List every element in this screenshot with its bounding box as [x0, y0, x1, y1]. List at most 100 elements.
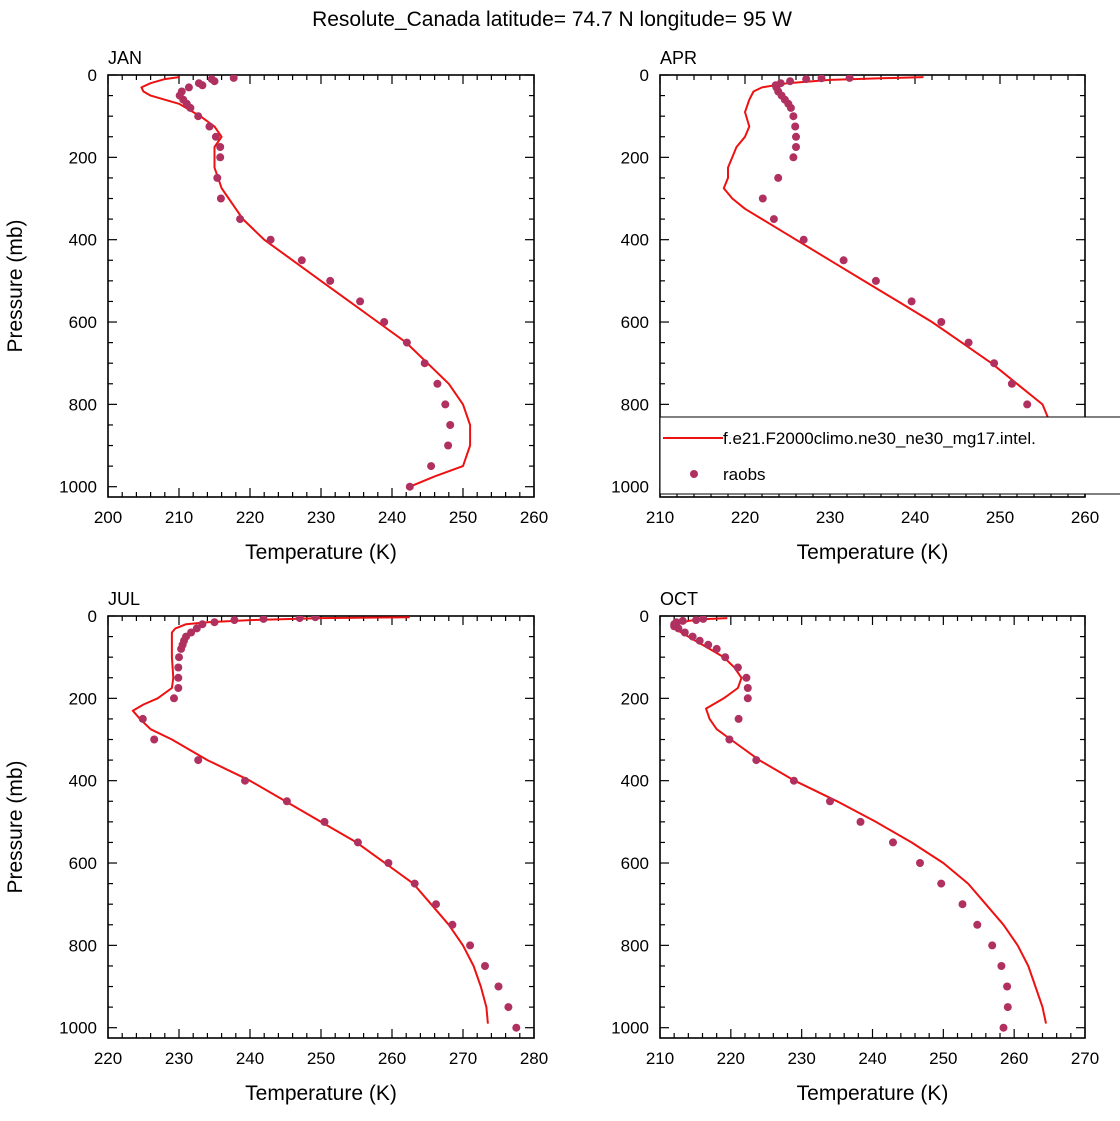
- x-tick-label: 210: [646, 508, 674, 527]
- plot-area: [131, 616, 521, 1032]
- raobs-point: [138, 714, 147, 723]
- raobs-point: [194, 112, 203, 121]
- y-tick-label: 0: [640, 607, 649, 626]
- x-tick-label: 220: [236, 508, 264, 527]
- x-tick-label: 240: [901, 508, 929, 527]
- raobs-point: [1003, 1003, 1012, 1012]
- raobs-point: [186, 103, 195, 112]
- x-tick-label: 260: [1000, 1049, 1028, 1068]
- raobs-point: [688, 632, 697, 641]
- raobs-point: [1003, 982, 1012, 991]
- raobs-point: [743, 684, 752, 692]
- raobs-point: [789, 153, 798, 162]
- raobs-point: [839, 256, 848, 265]
- raobs-point: [326, 276, 335, 285]
- raobs-point: [236, 215, 245, 224]
- y-tick-label: 0: [88, 607, 97, 626]
- x-tick-label: 260: [520, 508, 548, 527]
- raobs-point: [402, 338, 411, 347]
- raobs-point: [311, 616, 320, 622]
- raobs-point: [427, 462, 436, 471]
- raobs-point: [380, 318, 389, 326]
- raobs-point: [353, 838, 362, 847]
- raobs-point: [356, 297, 365, 306]
- raobs-point: [466, 941, 475, 950]
- x-tick-label: 220: [731, 508, 759, 527]
- x-tick-label: 270: [449, 1049, 477, 1068]
- x-axis-label: Temperature (K): [797, 541, 949, 564]
- x-tick-label: 250: [307, 1049, 335, 1068]
- raobs-point: [786, 103, 795, 112]
- x-tick-label: 260: [1071, 508, 1099, 527]
- raobs-point: [205, 122, 214, 131]
- raobs-point: [282, 797, 291, 806]
- raobs-point: [758, 194, 767, 203]
- raobs-point: [481, 962, 489, 970]
- raobs-point: [295, 616, 304, 623]
- raobs-point: [494, 982, 503, 991]
- raobs-point: [871, 276, 880, 285]
- x-tick-label: 200: [94, 508, 122, 527]
- raobs-point: [259, 616, 268, 623]
- figure-title: Resolute_Canada latitude= 74.7 N longitu…: [312, 8, 792, 31]
- panel-apr: 210 220 230 240 250 260 0 200 400 600 800 1000 APR Te…: [611, 48, 1099, 564]
- y-tick-label: 0: [640, 66, 649, 85]
- raobs-point: [774, 173, 783, 182]
- y-tick-label: 600: [69, 854, 97, 873]
- raobs-point: [177, 644, 186, 653]
- y-tick-label: 0: [88, 66, 97, 85]
- panel-jul-frame: [107, 615, 535, 1039]
- x-axis-label: Temperature (K): [245, 541, 397, 564]
- panel-oct: 210 220 230 240 250 260 270 0 200 400 600 800 1000 OC…: [611, 589, 1099, 1105]
- raobs-point: [999, 1023, 1008, 1032]
- y-tick-label: 800: [69, 395, 97, 414]
- y-tick-label: 400: [69, 772, 97, 791]
- y-tick-label: 200: [621, 689, 649, 708]
- y-tick-label: 600: [621, 313, 649, 332]
- y-tick-label: 400: [621, 772, 649, 791]
- raobs-point: [210, 618, 219, 627]
- raobs-point: [817, 75, 826, 83]
- raobs-point: [170, 694, 178, 703]
- y-tick-label: 600: [69, 313, 97, 332]
- y-tick-label: 1000: [59, 478, 97, 497]
- x-tick-label: 240: [858, 1049, 886, 1068]
- raobs-point: [680, 628, 689, 637]
- raobs-point: [712, 644, 721, 653]
- raobs-point: [826, 797, 834, 806]
- raobs-point: [958, 900, 967, 909]
- raobs-point: [990, 359, 999, 368]
- raobs-point: [734, 714, 743, 723]
- x-tick-label: 250: [929, 1049, 957, 1068]
- raobs-point: [742, 673, 751, 682]
- x-tick-label: 240: [378, 508, 406, 527]
- x-tick-label: 210: [646, 1049, 674, 1068]
- raobs-point: [216, 153, 225, 162]
- y-tick-label: 1000: [59, 1019, 97, 1038]
- raobs-point: [198, 81, 207, 90]
- raobs-point: [211, 132, 220, 141]
- y-tick-label: 200: [69, 148, 97, 167]
- y-tick-label: 1000: [611, 1019, 649, 1038]
- raobs-point: [441, 400, 450, 409]
- raobs-point: [786, 77, 795, 86]
- raobs-point: [721, 653, 730, 662]
- raobs-point: [704, 640, 713, 649]
- raobs-point: [695, 636, 704, 645]
- raobs-point: [512, 1023, 521, 1032]
- y-tick-label: 400: [69, 231, 97, 250]
- raobs-point: [174, 684, 183, 692]
- raobs-point: [184, 83, 193, 92]
- panel-title: APR: [660, 48, 697, 68]
- panel-jul: 220 230 240 250 260 270 280 0 200 400 600 800 1000 JU…: [4, 589, 548, 1105]
- raobs-point: [266, 235, 275, 244]
- panel-jan: 200 210 220 230 240 250 260 0 200 400 600 800 1000 JA…: [4, 48, 548, 564]
- y-tick-label: 200: [69, 689, 97, 708]
- raobs-point: [916, 859, 924, 867]
- raobs-point: [674, 624, 683, 633]
- raobs-point: [446, 421, 455, 429]
- legend-box: [659, 416, 1120, 495]
- x-tick-label: 260: [378, 1049, 406, 1068]
- raobs-point: [175, 653, 183, 662]
- raobs-point: [856, 817, 865, 826]
